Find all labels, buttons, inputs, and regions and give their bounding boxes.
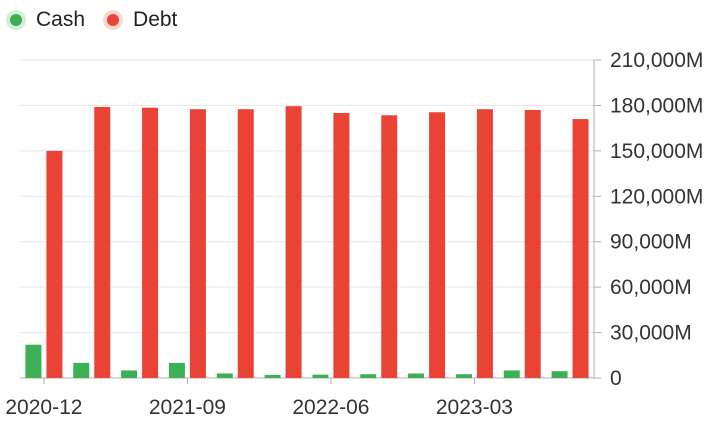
x-tick-label: 2020-12 <box>5 396 82 419</box>
bar-cash-2021-12 <box>216 373 233 378</box>
x-tick-label: 2022-06 <box>292 396 369 419</box>
bar-cash-2020-12 <box>25 344 42 378</box>
legend-item-cash[interactable]: Cash <box>10 8 85 32</box>
bar-debt-2023-09 <box>572 119 589 379</box>
bar-debt-2023-03 <box>476 109 493 378</box>
bar-cash-2022-12 <box>408 373 425 378</box>
bar-cash-2023-03 <box>455 374 472 378</box>
legend-item-debt[interactable]: Debt <box>107 8 177 32</box>
legend-label-debt: Debt <box>133 8 178 31</box>
bar-cash-2023-09 <box>551 371 568 378</box>
y-tick-label: 150,000M <box>610 140 703 163</box>
bar-cash-2022-06 <box>312 374 329 378</box>
legend-marker-debt <box>107 14 120 26</box>
y-tick-label: 0 <box>610 367 622 390</box>
y-tick-label: 90,000M <box>610 231 692 254</box>
bar-cash-2021-06 <box>121 370 138 378</box>
legend: Cash Debt <box>10 6 199 34</box>
bar-cash-2021-09 <box>168 362 185 378</box>
bar-cash-2022-03 <box>264 374 281 378</box>
y-tick-label: 30,000M <box>610 322 692 345</box>
bar-debt-2022-12 <box>429 112 446 378</box>
bar-debt-2021-09 <box>189 109 206 378</box>
y-tick-label: 180,000M <box>610 94 703 117</box>
bar-cash-2022-09 <box>360 374 377 378</box>
bar-debt-2021-03 <box>94 106 111 378</box>
y-tick-label: 210,000M <box>610 49 703 72</box>
bar-debt-2022-09 <box>381 115 398 379</box>
y-tick-label: 120,000M <box>610 185 703 208</box>
bar-debt-2023-06 <box>524 109 541 378</box>
x-tick-label: 2023-03 <box>436 396 513 419</box>
bar-cash-2023-06 <box>503 370 520 378</box>
legend-marker-cash <box>10 14 22 26</box>
y-tick-label: 60,000M <box>610 276 692 299</box>
x-tick-label: 2021-09 <box>149 396 226 419</box>
bar-debt-2021-12 <box>237 109 254 378</box>
bar-cash-2021-03 <box>73 362 90 378</box>
bar-debt-2020-12 <box>46 150 63 378</box>
bar-debt-2022-06 <box>333 113 350 378</box>
legend-label-cash: Cash <box>36 8 86 31</box>
bar-debt-2021-06 <box>142 107 159 378</box>
bar-debt-2022-03 <box>285 106 302 378</box>
